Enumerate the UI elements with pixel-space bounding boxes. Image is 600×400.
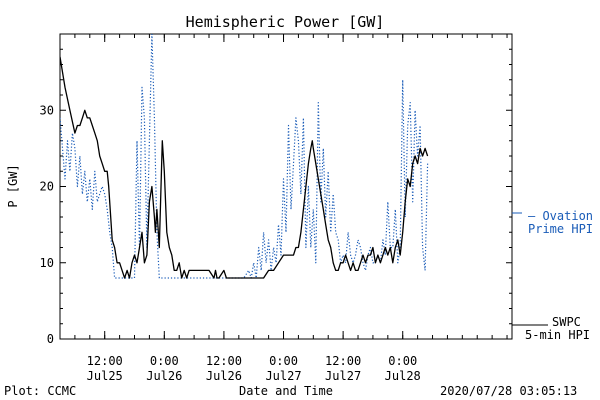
legend-ovation-line2: Prime HPI (528, 222, 593, 236)
plot-frame (59, 33, 513, 340)
x-tick-time: 0:00 (269, 354, 298, 368)
x-axis-label: Date and Time (239, 384, 333, 398)
x-tick-time: 12:00 (325, 354, 361, 368)
x-tick-date: Jul27 (325, 369, 361, 383)
series-swpc-line (60, 56, 429, 279)
x-tick-time: 12:00 (206, 354, 242, 368)
legend-swpc-line2: 5-min HPI (525, 328, 590, 342)
legend-ovation-line1: — Ovation (528, 209, 593, 223)
x-tick-date: Jul27 (265, 369, 301, 383)
timestamp: 2020/07/28 03:05:13 (440, 384, 577, 398)
chart-title: Hemispheric Power [GW] (186, 13, 385, 31)
y-axis-label: P [GW] (6, 164, 20, 207)
legend-swpc-line1: SWPC (552, 315, 581, 329)
x-tick-date: Jul26 (206, 369, 242, 383)
series-ovation-line (60, 34, 429, 279)
x-tick-date: Jul28 (385, 369, 421, 383)
y-tick-label: 20 (40, 180, 54, 194)
y-tick-label: 30 (40, 103, 54, 117)
x-tick-time: 0:00 (150, 354, 179, 368)
y-tick-label: 0 (47, 332, 54, 346)
x-tick-date: Jul25 (87, 369, 123, 383)
y-tick-label: 10 (40, 256, 54, 270)
y-axis: 0 10 20 30 (40, 48, 512, 346)
plot-credit: Plot: CCMC (4, 384, 76, 398)
x-tick-date: Jul26 (146, 369, 182, 383)
x-axis: 12:00Jul250:00Jul2612:00Jul260:00Jul2712… (59, 34, 508, 383)
x-tick-time: 0:00 (388, 354, 417, 368)
series-group (60, 34, 429, 279)
x-tick-time: 12:00 (87, 354, 123, 368)
